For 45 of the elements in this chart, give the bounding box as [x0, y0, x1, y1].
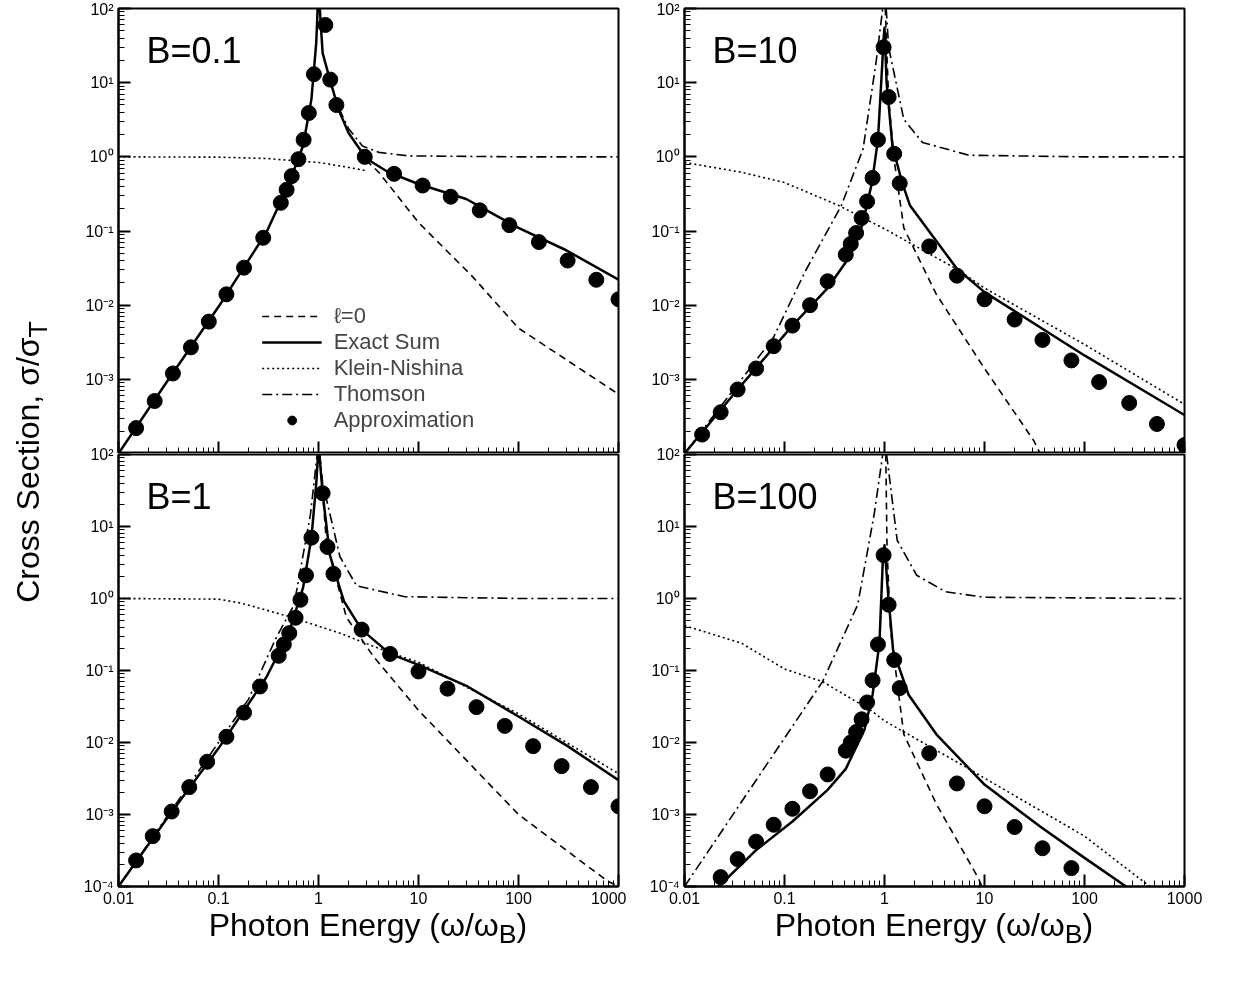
x-axis-title: Photon Energy (ω/ω$_{B}$)	[207, 906, 529, 952]
x-tick-label: 1000	[590, 889, 627, 907]
text: B=0.1	[146, 29, 242, 71]
x-tick-label: 10	[975, 889, 994, 907]
y-tick-label: 10⁻²	[651, 296, 681, 314]
y-tick-label: 10⁰	[655, 590, 680, 607]
x-tick-label: 0.1	[773, 889, 796, 907]
y-tick-label: 10²	[656, 0, 681, 18]
x-tick-label: 1000	[1166, 889, 1203, 907]
x-tick-label: 0.1	[207, 889, 230, 907]
x-tick-label: 1	[880, 889, 890, 907]
x-tick-label: 100	[505, 889, 532, 907]
y-tick-label: 10⁻¹	[651, 222, 680, 240]
y-tick-label: 10⁻²	[651, 734, 681, 751]
y-tick-label: 10¹	[90, 518, 114, 535]
y-tick-label: 10⁻³	[85, 806, 115, 823]
y-tick-label: 10⁻³	[651, 370, 681, 388]
legend-label: Thomson	[333, 381, 426, 407]
y-tick-label: 10⁰	[655, 148, 680, 166]
y-tick-label: 10⁰	[89, 148, 114, 166]
y-tick-label: 10¹	[90, 74, 114, 92]
legend-label: ℓ=0	[333, 303, 366, 329]
y-tick-label: 10²	[90, 0, 115, 18]
y-tick-label: 10⁻¹	[651, 662, 680, 679]
text: B=10	[712, 29, 798, 71]
text: B=1	[146, 475, 212, 517]
y-tick-label: 10¹	[656, 518, 680, 535]
y-tick-label: 10⁻²	[85, 734, 115, 751]
legend-label: Approximation	[333, 407, 475, 433]
x-axis-title: Photon Energy (ω/ω$_{B}$)	[773, 906, 1095, 952]
legend-label: Klein-Nishina	[333, 355, 464, 381]
y-tick-label: 10⁻³	[85, 370, 115, 388]
x-tick-label: 10	[409, 889, 428, 907]
y-tick-label: 10¹	[656, 74, 680, 92]
x-tick-label: 1	[314, 889, 324, 907]
y-tick-label: 10²	[656, 446, 681, 463]
x-tick-label: 100	[1071, 889, 1098, 907]
y-tick-label: 10²	[90, 446, 115, 463]
y-tick-label: 10⁻³	[651, 806, 681, 823]
text: B=100	[712, 475, 818, 517]
y-tick-label: 10⁻¹	[85, 222, 114, 240]
y-tick-label: 10⁻¹	[85, 662, 114, 679]
legend-label: Exact Sum	[333, 329, 441, 355]
y-tick-label: 10⁰	[89, 590, 114, 607]
y-tick-label: 10⁻²	[85, 296, 115, 314]
